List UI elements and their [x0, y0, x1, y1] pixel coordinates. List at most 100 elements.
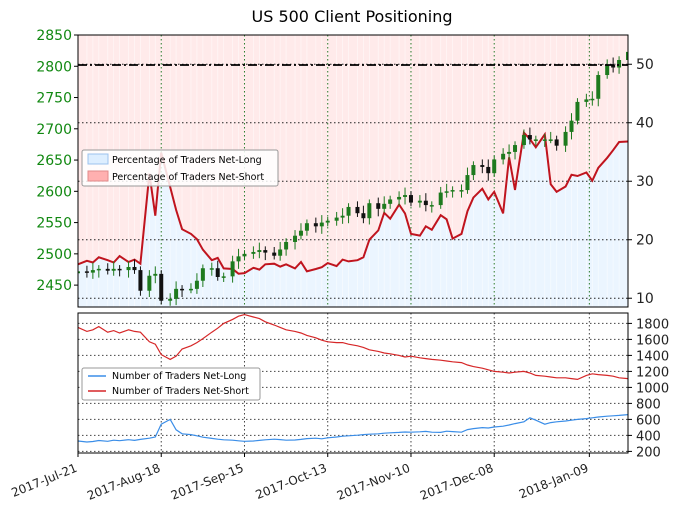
- candle-body: [548, 139, 553, 141]
- candle-body: [376, 203, 381, 209]
- candle-body: [126, 266, 131, 271]
- candle-body: [584, 99, 589, 102]
- count-panel-frame: [77, 312, 629, 454]
- candle-body: [242, 253, 247, 257]
- candle-body: [132, 266, 137, 271]
- candle-body: [367, 203, 372, 219]
- candle-body: [96, 268, 101, 271]
- x-axis-tick-label: 2017-Sep-15: [169, 461, 246, 503]
- net-long-count-line: [77, 414, 629, 443]
- candle-body: [554, 139, 559, 146]
- candle-body: [438, 192, 443, 206]
- left-axis-tick-label: 2550: [36, 216, 72, 232]
- candle-body: [174, 288, 179, 299]
- x-axis-tick-label: 2017-Oct-13: [254, 461, 329, 502]
- candle-body: [408, 195, 413, 203]
- candle-body: [209, 268, 214, 270]
- price-panel-frame: [77, 34, 629, 308]
- candle-body: [471, 165, 476, 176]
- candle-body: [194, 280, 199, 289]
- count-axis-tick-label: 200: [636, 445, 661, 460]
- candle-body: [221, 276, 226, 278]
- count-legend: Number of Traders Net-Long Number of Trad…: [81, 367, 261, 401]
- net-short-count-line: [77, 313, 629, 381]
- legend-label-long-count: Number of Traders Net-Long: [112, 371, 246, 382]
- candle-body: [257, 250, 262, 252]
- candle-body: [417, 200, 422, 203]
- candle-body: [388, 199, 393, 204]
- x-axis-tick-label: 2017-Dec-08: [418, 461, 495, 503]
- candle-body: [527, 135, 532, 140]
- left-axis-tick-label: 2800: [36, 59, 72, 75]
- x-axis-tick-label: 2017-Jul-21: [9, 461, 79, 500]
- candle-body: [626, 51, 628, 61]
- count-axis-tick-label: 1800: [636, 317, 669, 332]
- legend-swatch-long: [87, 153, 109, 165]
- left-axis-tick-label: 2700: [36, 122, 72, 138]
- candle-body: [429, 205, 434, 207]
- candle-body: [346, 206, 351, 216]
- candle-body: [605, 65, 610, 76]
- candle-body: [340, 215, 345, 218]
- candle-body: [230, 261, 235, 277]
- candle-body: [501, 153, 506, 160]
- legend-label-short-count: Number of Traders Net-Short: [112, 386, 249, 397]
- candle-body: [569, 120, 574, 132]
- candle-body: [382, 203, 387, 209]
- legend-label-long: Percentage of Traders Net-Long: [112, 155, 262, 166]
- candle-body: [251, 251, 256, 254]
- left-axis-tick-label: 2600: [36, 184, 72, 200]
- candle-body: [465, 175, 470, 191]
- left-axis-tick-label: 2500: [36, 247, 72, 263]
- left-axis-tick-label: 2850: [36, 28, 72, 44]
- candle-body: [215, 268, 220, 277]
- candle-body: [575, 101, 580, 121]
- left-axis-tick-label: 2450: [36, 278, 72, 294]
- right-axis-tick-label: 10: [636, 291, 654, 307]
- candle-body: [423, 200, 428, 206]
- candle-body: [533, 139, 538, 141]
- candle-body: [325, 220, 330, 223]
- legend-box: [81, 149, 279, 187]
- candle-body: [111, 268, 116, 271]
- candle-body: [298, 230, 303, 236]
- x-axis-tick-label: 2017-Aug-18: [85, 461, 162, 503]
- candle-body: [84, 271, 89, 273]
- net-long-area: [78, 132, 628, 307]
- candle-body: [78, 271, 80, 274]
- candle-body: [444, 191, 449, 193]
- candle-body: [450, 190, 455, 192]
- count-axis-tick-label: 400: [636, 429, 661, 444]
- candle-body: [486, 166, 491, 174]
- candle-body: [278, 249, 283, 256]
- price-legend: Percentage of Traders Net-Long Percentage…: [81, 149, 279, 187]
- candle-body: [263, 250, 268, 253]
- left-axis-tick-label: 2650: [36, 153, 72, 169]
- candle-body: [284, 241, 289, 250]
- chart-title: US 500 Client Positioning: [251, 7, 452, 26]
- count-axis-tick-label: 1600: [636, 333, 669, 348]
- candle-body: [200, 268, 205, 281]
- candle-body: [159, 273, 164, 301]
- x-axis-tick-label: 2018-Jan-09: [517, 461, 591, 502]
- net-short-area: [78, 35, 628, 274]
- candle-body: [153, 273, 158, 276]
- candle-body: [236, 256, 241, 262]
- candle-body: [188, 288, 193, 291]
- count-axis-tick-label: 800: [636, 397, 661, 412]
- candle-body: [138, 270, 143, 291]
- count-axis-tick-label: 600: [636, 413, 661, 428]
- candle-body: [521, 135, 526, 146]
- candle-body: [90, 270, 95, 273]
- count-axis-tick-label: 1000: [636, 381, 669, 396]
- candle-body: [304, 223, 309, 231]
- candle-body: [459, 190, 464, 192]
- candle-body: [563, 131, 568, 146]
- count-axis-tick-label: 1200: [636, 365, 669, 380]
- legend-box-lower: [81, 367, 261, 401]
- candle-body: [313, 223, 318, 227]
- candle-body: [492, 159, 497, 174]
- legend-label-short: Percentage of Traders Net-Short: [112, 172, 264, 183]
